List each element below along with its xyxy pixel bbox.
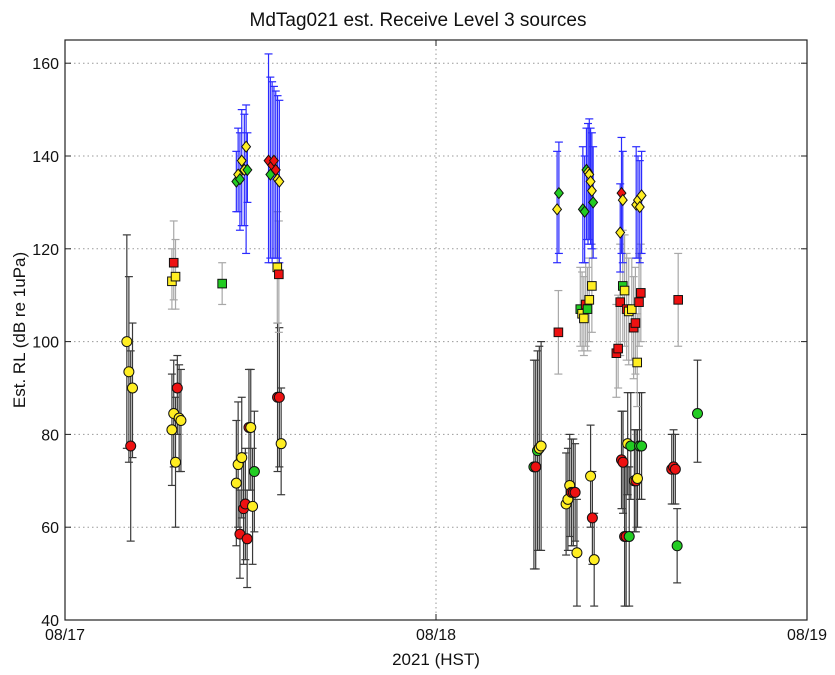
chart-title: MdTag021 est. Receive Level 3 sources: [250, 10, 587, 31]
data-point-diamond: [552, 203, 563, 216]
data-point-circle: [588, 554, 600, 566]
data-point-circle: [236, 452, 248, 464]
data-point-circle: [245, 421, 257, 433]
data-point-square: [553, 327, 564, 338]
data-point-square: [632, 357, 643, 368]
y-ticks: 40 60 80 100 120 140 160: [32, 56, 807, 630]
data-point-circle: [170, 456, 182, 468]
data-point-circle: [247, 500, 259, 512]
data-point-circle: [171, 382, 183, 394]
data-point-circle: [617, 456, 629, 468]
data-point-circle: [275, 438, 287, 450]
data-point-circle: [636, 440, 648, 452]
data-point-square: [673, 295, 683, 305]
data-point-circle: [166, 424, 178, 436]
data-point-diamond: [579, 205, 590, 218]
data-point-circle: [125, 440, 137, 452]
data-point-circle: [248, 466, 260, 478]
data-point-circle: [571, 547, 583, 559]
data-point-diamond: [241, 140, 252, 154]
data-point-diamond: [586, 184, 597, 198]
data-point-diamond: [617, 193, 628, 207]
data-point-square: [274, 269, 284, 280]
y-tick-label: 60: [41, 520, 59, 537]
data-point-square: [619, 285, 630, 296]
data-point-circle: [692, 408, 704, 420]
x-ticks: 08/17 08/18 08/19: [45, 40, 827, 644]
data-point-diamond: [553, 186, 564, 200]
data-point-square: [613, 343, 623, 354]
errorbars: [122, 53, 702, 607]
y-axis-label: Est. RL (dB re 1uPa): [10, 252, 29, 408]
data-point-circle: [671, 540, 683, 552]
data-point-circle: [535, 440, 547, 452]
data-point-circle: [123, 366, 135, 378]
data-point-diamond: [615, 226, 626, 239]
x-tick-label: 08/19: [787, 627, 827, 644]
data-point-square: [636, 288, 646, 298]
data-point-square: [579, 313, 589, 324]
data-point-circle: [230, 477, 242, 489]
data-point-square: [170, 271, 181, 282]
data-point-diamond: [636, 189, 647, 202]
data-point-circle: [586, 512, 598, 524]
data-point-square: [634, 297, 644, 307]
data-point-square: [587, 281, 597, 291]
x-axis-label: 2021 (HST): [392, 650, 480, 669]
data-point-diamond: [588, 196, 599, 209]
data-point-diamond: [634, 200, 645, 214]
y-tick-label: 140: [32, 149, 59, 166]
x-tick-label: 08/18: [416, 627, 456, 644]
data-point-circle: [530, 461, 542, 473]
y-tick-label: 120: [32, 242, 59, 259]
data-point-circle: [585, 470, 597, 482]
grid: [65, 40, 807, 620]
data-point-circle: [623, 530, 635, 542]
data-point-diamond: [274, 175, 285, 188]
data-point-circle: [631, 472, 643, 484]
y-tick-label: 40: [41, 613, 59, 630]
y-tick-label: 100: [32, 335, 59, 352]
data-point-circle: [127, 382, 139, 394]
data-point-square: [615, 297, 626, 307]
data-point-circle: [175, 414, 187, 426]
data-point-square: [217, 278, 227, 289]
data-point-circle: [241, 533, 253, 545]
markers: [121, 140, 704, 566]
y-tick-label: 160: [32, 56, 59, 73]
data-point-diamond: [242, 163, 253, 177]
y-tick-label: 80: [41, 427, 59, 444]
data-point-diamond: [234, 172, 245, 186]
data-point-diamond: [236, 154, 247, 167]
data-point-square: [168, 257, 179, 268]
data-point-square: [584, 295, 595, 305]
data-point-circle: [569, 486, 581, 498]
x-tick-label: 08/17: [45, 627, 85, 644]
data-point-square: [582, 304, 593, 314]
data-point-circle: [669, 463, 681, 475]
data-point-circle: [273, 391, 285, 403]
data-point-square: [627, 304, 637, 314]
data-point-square: [630, 318, 641, 328]
data-point-circle: [121, 336, 133, 348]
